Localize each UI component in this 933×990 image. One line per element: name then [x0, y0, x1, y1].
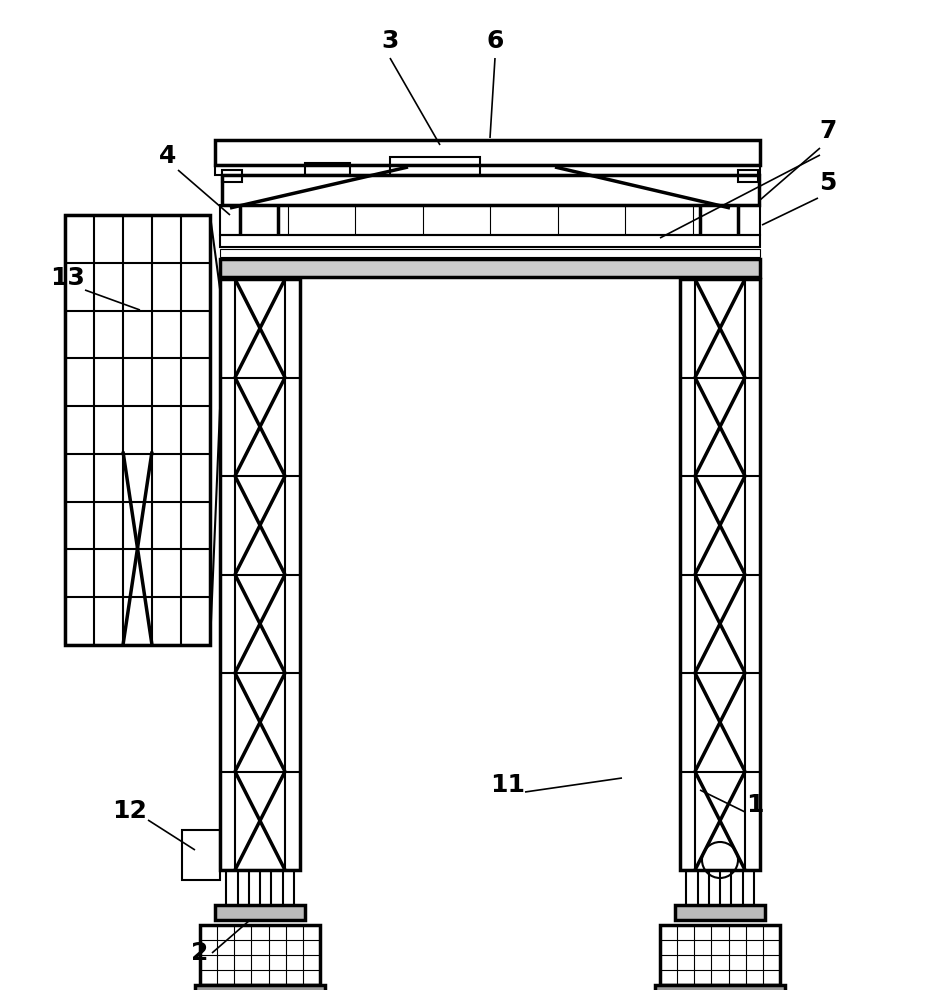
Text: 2: 2	[191, 941, 209, 965]
Text: 7: 7	[819, 119, 837, 143]
Text: 13: 13	[50, 266, 86, 290]
Bar	[215, 165, 760, 175]
Text: 12: 12	[113, 799, 147, 823]
Text: 5: 5	[819, 171, 837, 195]
Bar	[215, 905, 305, 920]
Bar	[660, 925, 780, 985]
Text: 3: 3	[382, 29, 398, 53]
Bar	[220, 279, 300, 870]
Bar	[655, 985, 785, 990]
Bar	[220, 259, 760, 277]
Text: 1: 1	[746, 793, 764, 817]
Bar	[222, 170, 242, 182]
Bar	[220, 235, 760, 247]
Bar	[222, 175, 759, 205]
Bar	[675, 905, 765, 920]
Text: 6: 6	[486, 29, 504, 53]
Bar	[65, 215, 210, 645]
Bar	[182, 830, 220, 880]
Bar	[305, 163, 350, 175]
Bar	[220, 249, 760, 257]
Bar	[195, 985, 325, 990]
Bar	[220, 205, 760, 235]
Bar	[215, 140, 760, 165]
Text: 4: 4	[160, 144, 176, 168]
Bar	[390, 157, 480, 175]
Bar	[738, 170, 758, 182]
Bar	[200, 925, 320, 985]
Text: 11: 11	[491, 773, 525, 797]
Bar	[680, 279, 760, 870]
